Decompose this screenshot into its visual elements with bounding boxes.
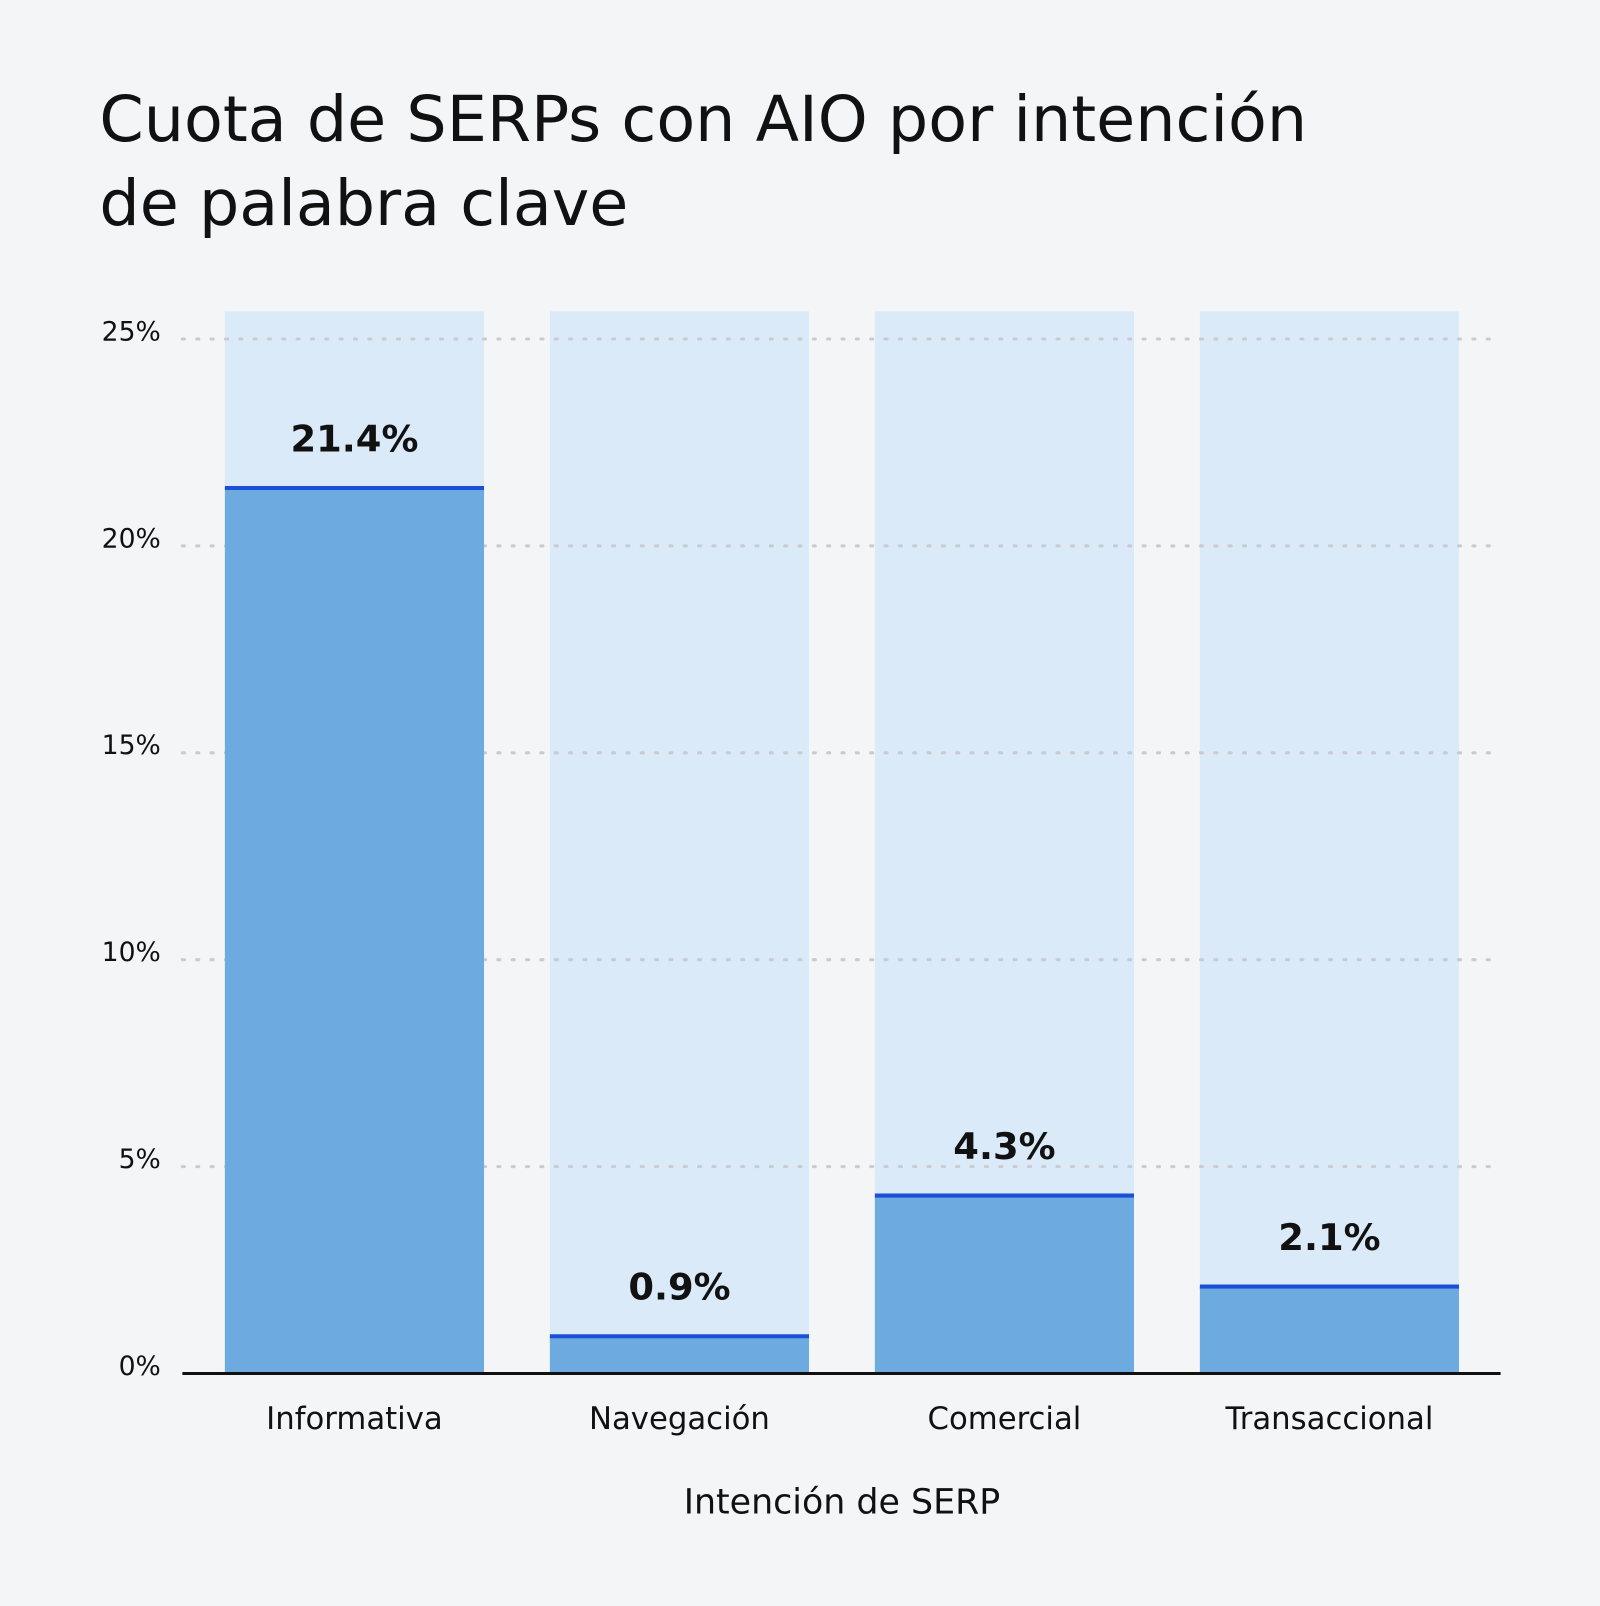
title-line: Cuota de SERPs con AIO por intención [99, 81, 1307, 155]
x-axis-label: Intención de SERP [684, 1483, 1001, 1523]
y-tick-label: 0% [119, 1351, 161, 1382]
bar [874, 1195, 1135, 1374]
x-tick-label: Transaccional [1224, 1401, 1433, 1437]
y-tick-label: 20% [102, 523, 161, 554]
chart-title: Cuota de SERPs con AIO por intención de p… [99, 81, 1307, 239]
x-tick-label: Comercial [928, 1401, 1082, 1437]
bar [549, 1336, 810, 1374]
bar [224, 487, 485, 1374]
x-tick-label: Informativa [266, 1401, 443, 1437]
data-label: 4.3% [953, 1125, 1055, 1168]
bar-background [1199, 311, 1459, 1374]
data-label: 21.4% [291, 417, 419, 460]
bar-background [549, 311, 810, 1374]
y-tick-label: 5% [119, 1144, 161, 1175]
data-label: 0.9% [628, 1266, 730, 1309]
y-tick-label: 25% [102, 316, 161, 347]
y-tick-label: 10% [102, 937, 161, 968]
x-tick-label: Navegación [589, 1401, 770, 1437]
y-tick-label: 15% [102, 730, 161, 761]
title-line: de palabra clave [99, 165, 628, 239]
bar [1199, 1286, 1459, 1374]
data-label: 2.1% [1278, 1216, 1380, 1259]
